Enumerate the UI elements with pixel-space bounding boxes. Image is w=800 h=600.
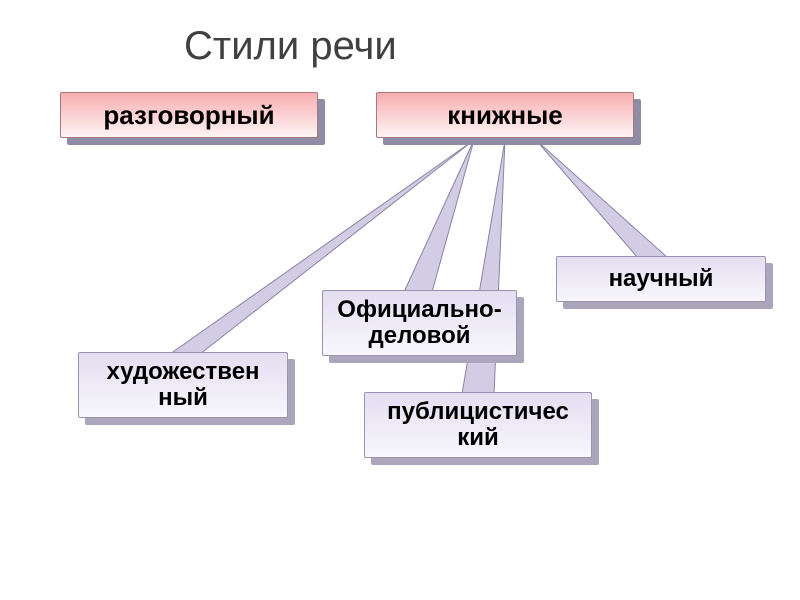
node-publicistichesky: публицистический bbox=[364, 392, 592, 458]
node-knizhnye: книжные bbox=[376, 92, 634, 138]
page-title: Стили речи bbox=[184, 24, 397, 68]
node-nauchny: научный bbox=[556, 256, 766, 302]
diagram-stage: Стили речи разговорный книжные художеств… bbox=[0, 0, 800, 600]
node-hudozhestvenny: художественный bbox=[78, 352, 288, 418]
node-razgovorny: разговорный bbox=[60, 92, 318, 138]
node-oficialno-delovoy: Официально-деловой bbox=[322, 290, 517, 356]
